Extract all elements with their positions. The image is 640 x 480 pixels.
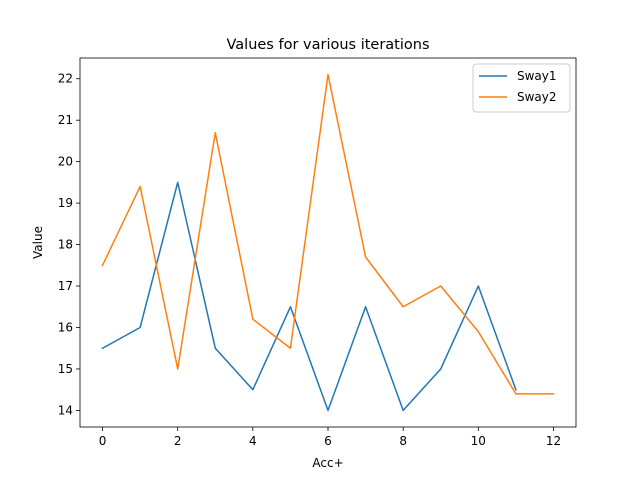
legend-label-sway2: Sway2 (517, 90, 557, 104)
series-line-sway1 (101, 181, 517, 412)
y-tick-label: 22 (58, 72, 73, 86)
legend-label-sway1: Sway1 (517, 69, 557, 83)
y-tick-label: 16 (58, 320, 73, 334)
y-tick-label: 17 (58, 279, 73, 293)
y-axis-label: Value (31, 226, 45, 259)
y-tick-label: 20 (58, 155, 73, 169)
x-tick-label: 12 (546, 434, 561, 448)
x-tick-label: 10 (471, 434, 486, 448)
x-tick-label: 2 (174, 434, 182, 448)
y-tick-label: 18 (58, 238, 73, 252)
x-tick-label: 0 (99, 434, 107, 448)
ticks-layer: 0 2 4 6 8 10 12 14 15 16 17 18 19 20 21 22 (58, 72, 561, 448)
chart-title: Values for various iterations (226, 37, 429, 53)
legend: Sway1 Sway2 (472, 63, 571, 113)
x-axis-label: Acc+ (312, 456, 343, 470)
plot-frame (79, 57, 577, 428)
x-tick-label: 6 (324, 434, 332, 448)
y-tick-label: 14 (58, 403, 73, 417)
y-tick-label: 21 (58, 113, 73, 127)
y-tick-label: 19 (58, 196, 73, 210)
series-line-sway2 (101, 73, 555, 395)
x-tick-label: 8 (399, 434, 407, 448)
y-tick-label: 15 (58, 362, 73, 376)
series-layer (101, 73, 555, 412)
x-tick-label: 4 (249, 434, 257, 448)
